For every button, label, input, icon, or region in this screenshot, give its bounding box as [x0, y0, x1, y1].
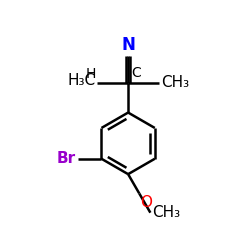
Text: O: O — [140, 195, 152, 210]
Text: Br: Br — [57, 151, 76, 166]
Text: CH₃: CH₃ — [161, 75, 189, 90]
Text: C: C — [131, 66, 141, 80]
Text: H₃C: H₃C — [68, 74, 96, 88]
Text: N: N — [121, 36, 135, 54]
Text: CH₃: CH₃ — [152, 205, 180, 220]
Text: H: H — [85, 67, 96, 81]
